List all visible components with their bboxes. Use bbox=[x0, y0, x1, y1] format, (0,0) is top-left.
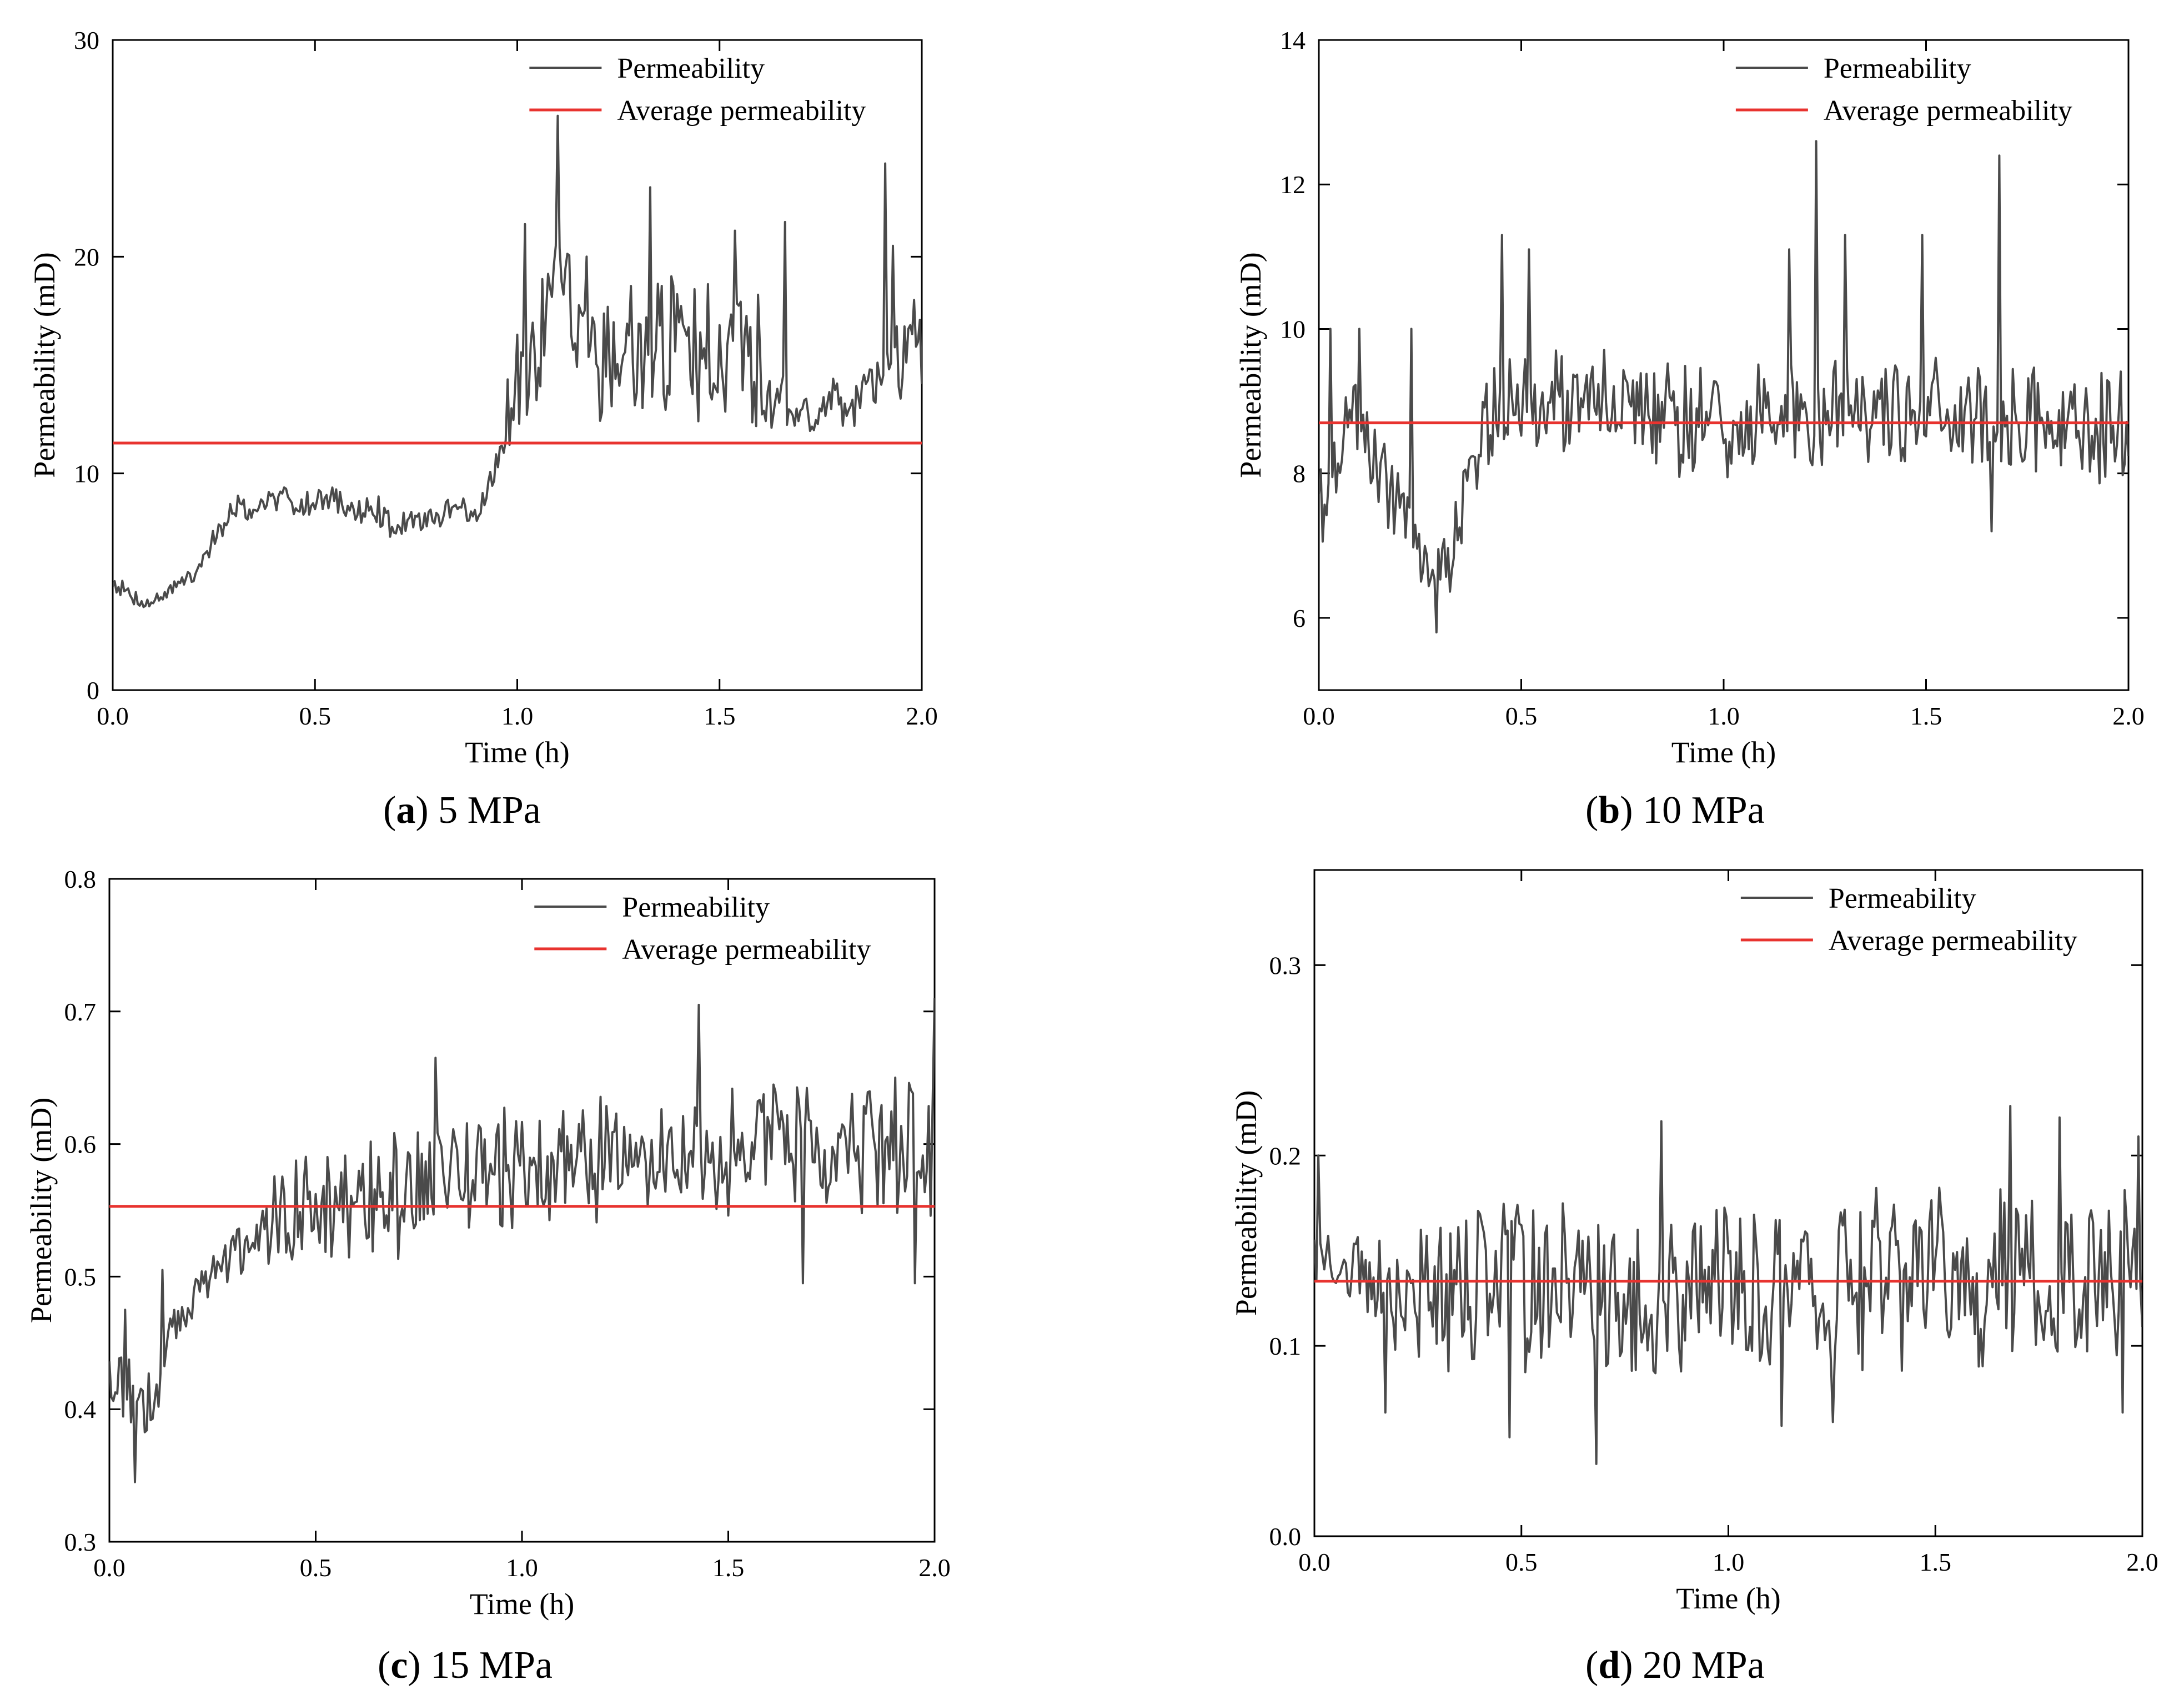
y-tick-label-b: 8 bbox=[1293, 460, 1306, 488]
y-axis-label-c: Permeability (mD) bbox=[24, 1098, 58, 1323]
chart-panel-b: 0.0 0.5 1.0 1.5 2.0 6 8 10 12 14 Time (h) Permeabil… bbox=[1234, 26, 2145, 769]
y-tick-label-c: 0.4 bbox=[64, 1395, 97, 1424]
y-tick-label-d: 0.2 bbox=[1269, 1141, 1302, 1170]
x-tick-label-c: 2.0 bbox=[918, 1553, 951, 1582]
series-line-b bbox=[1319, 140, 2128, 633]
legend-label-average-d: Average permeability bbox=[1829, 925, 2077, 957]
y-tick-label-d: 0.3 bbox=[1269, 951, 1302, 979]
x-tick-label-c: 0.0 bbox=[93, 1553, 125, 1582]
y-axis-label-b: Permeability (mD) bbox=[1234, 252, 1267, 477]
caption-b-letter: b bbox=[1598, 789, 1620, 832]
caption-d-text: 20 MPa bbox=[1643, 1644, 1765, 1687]
caption-c-letter: c bbox=[390, 1644, 408, 1687]
x-tick-label-a: 0.5 bbox=[299, 702, 332, 730]
chart-panel-c: 0.0 0.5 1.0 1.5 2.0 0.3 0.4 0.5 0.6 0.7 0.8 Time (h… bbox=[24, 865, 951, 1621]
y-tick-label-b: 6 bbox=[1293, 604, 1306, 632]
x-tick-label-d: 1.5 bbox=[1920, 1548, 1952, 1576]
y-tick-label-a: 10 bbox=[74, 460, 99, 488]
caption-c-text: 15 MPa bbox=[430, 1644, 553, 1687]
legend-label-average-c: Average permeability bbox=[622, 934, 871, 965]
caption-b: (b) 10 MPa bbox=[1585, 789, 1765, 832]
x-tick-label-c: 0.5 bbox=[300, 1553, 332, 1582]
caption-d: (d) 20 MPa bbox=[1585, 1644, 1765, 1687]
series-line-c bbox=[109, 998, 935, 1483]
legend-label-permeability-b: Permeability bbox=[1824, 53, 1971, 84]
x-axis-label-d: Time (h) bbox=[1676, 1582, 1781, 1615]
y-tick-label-a: 0 bbox=[87, 676, 99, 705]
x-tick-label-b: 1.5 bbox=[1910, 702, 1942, 730]
y-tick-label-c: 0.8 bbox=[64, 865, 97, 893]
caption-a-letter: a bbox=[396, 789, 416, 832]
y-tick-label-d: 0.0 bbox=[1269, 1522, 1302, 1551]
caption-c: (c) 15 MPa bbox=[378, 1644, 553, 1687]
x-tick-label-d: 1.0 bbox=[1713, 1548, 1745, 1576]
plot-frame-d bbox=[1313, 869, 2143, 1537]
x-tick-label-b: 0.5 bbox=[1505, 702, 1538, 730]
legend-label-average-b: Average permeability bbox=[1824, 95, 2072, 127]
y-tick-label-d: 0.1 bbox=[1269, 1332, 1302, 1360]
caption-a-text: 5 MPa bbox=[438, 789, 541, 832]
x-tick-label-a: 1.0 bbox=[501, 702, 534, 730]
y-tick-label-c: 0.7 bbox=[64, 998, 97, 1026]
x-axis-label-c: Time (h) bbox=[470, 1587, 575, 1621]
legend-label-permeability-a: Permeability bbox=[617, 53, 765, 84]
x-tick-label-d: 2.0 bbox=[2126, 1548, 2158, 1576]
x-tick-label-a: 0.0 bbox=[97, 702, 129, 730]
legend-label-average-a: Average permeability bbox=[617, 95, 866, 127]
caption-b-text: 10 MPa bbox=[1643, 789, 1765, 832]
y-tick-label-b: 10 bbox=[1280, 315, 1306, 343]
x-tick-label-b: 1.0 bbox=[1708, 702, 1740, 730]
y-tick-label-b: 12 bbox=[1280, 170, 1306, 199]
series-line-a bbox=[113, 114, 922, 608]
caption-d-letter: d bbox=[1598, 1644, 1620, 1687]
x-tick-label-a: 1.5 bbox=[704, 702, 736, 730]
x-tick-label-a: 2.0 bbox=[906, 702, 938, 730]
x-tick-label-c: 1.5 bbox=[712, 1553, 745, 1582]
y-tick-label-c: 0.5 bbox=[64, 1263, 97, 1291]
caption-a: (a) 5 MPa bbox=[383, 789, 541, 832]
series-line-d bbox=[1314, 1105, 2142, 1465]
y-axis-label-a: Permeability (mD) bbox=[28, 252, 61, 477]
x-axis-label-b: Time (h) bbox=[1671, 736, 1776, 769]
x-tick-label-d: 0.0 bbox=[1298, 1548, 1331, 1576]
legend-label-permeability-c: Permeability bbox=[622, 892, 770, 923]
y-tick-label-b: 14 bbox=[1280, 26, 1306, 54]
x-tick-label-c: 1.0 bbox=[506, 1553, 538, 1582]
y-tick-label-a: 30 bbox=[74, 26, 99, 54]
chart-panel-a: 0.0 0.5 1.0 1.5 2.0 0 10 20 30 Time (h) Permeabili… bbox=[28, 26, 938, 769]
legend-label-permeability-d: Permeability bbox=[1829, 883, 1976, 914]
x-axis-label-a: Time (h) bbox=[465, 736, 570, 769]
y-tick-label-a: 20 bbox=[74, 243, 99, 271]
y-axis-label-d: Permeability (mD) bbox=[1229, 1090, 1263, 1316]
y-tick-label-c: 0.3 bbox=[64, 1528, 97, 1556]
x-tick-label-b: 0.0 bbox=[1303, 702, 1335, 730]
y-tick-label-c: 0.6 bbox=[64, 1130, 97, 1159]
x-tick-label-b: 2.0 bbox=[2112, 702, 2145, 730]
x-tick-label-d: 0.5 bbox=[1505, 1548, 1538, 1576]
